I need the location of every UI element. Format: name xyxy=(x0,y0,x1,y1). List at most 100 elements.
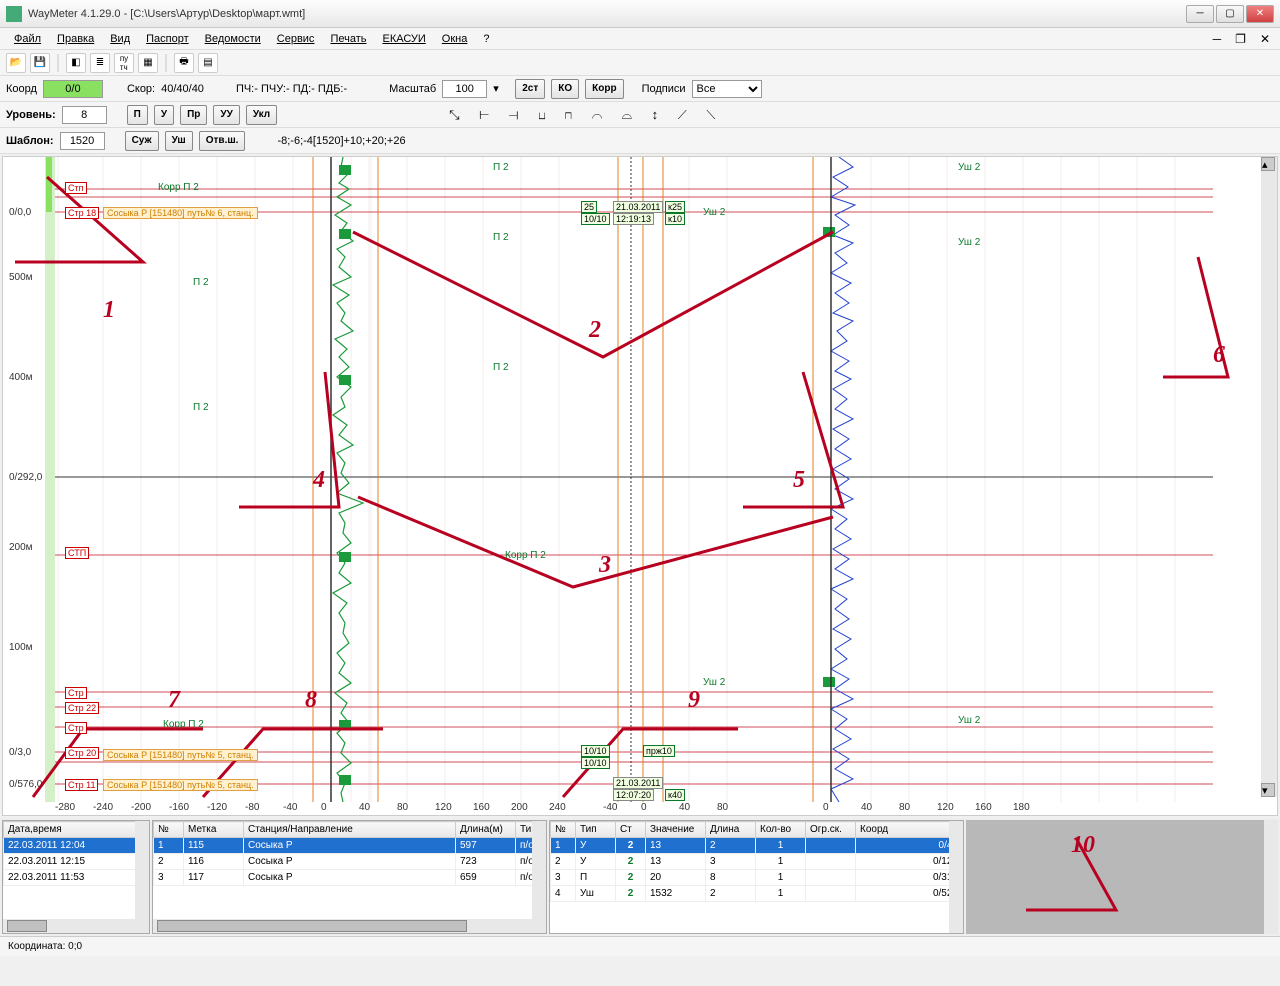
menu-edit[interactable]: Правка xyxy=(49,31,102,47)
tool-icon-7[interactable]: 🖶 xyxy=(174,53,194,73)
btn-uu[interactable]: УУ xyxy=(213,105,239,125)
chart-vscroll[interactable]: ▴ ▾ xyxy=(1261,157,1277,797)
annot-3: 3 xyxy=(599,552,611,579)
table-defects[interactable]: № Тип Ст Значение Длина Кол-во Огр.ск. К… xyxy=(549,820,964,934)
chart-svg xyxy=(3,157,1233,816)
level-input[interactable] xyxy=(62,106,107,124)
col-datetime[interactable]: Дата,время xyxy=(4,822,149,838)
route-label-2: Сосыка Р [151480] путь№ 5, станц. xyxy=(103,749,258,761)
col-n[interactable]: № xyxy=(154,822,184,838)
col-r-st[interactable]: Ст xyxy=(616,822,646,838)
table-row[interactable]: 22.03.2011 12:04 xyxy=(4,838,149,854)
table-datetime-hscroll[interactable] xyxy=(3,919,135,933)
mdi-restore[interactable]: ❐ xyxy=(1231,32,1250,46)
x-tick-4: -120 xyxy=(207,802,227,813)
btn-otv[interactable]: Отв.ш. xyxy=(199,131,246,151)
x-tick-2: -200 xyxy=(131,802,151,813)
table-datetime[interactable]: Дата,время 22.03.2011 12:0422.03.2011 12… xyxy=(2,820,150,934)
menu-windows[interactable]: Окна xyxy=(434,31,476,47)
menu-service[interactable]: Сервис xyxy=(269,31,323,47)
table-row[interactable]: 1У213210/48 xyxy=(551,838,963,854)
table-row[interactable]: 1115Сосыка Р597п/о xyxy=(154,838,546,854)
col-r-lim[interactable]: Огр.ск. xyxy=(806,822,856,838)
save-icon[interactable]: 💾 xyxy=(30,53,50,73)
menu-print[interactable]: Печать xyxy=(322,31,374,47)
table-datetime-vscroll[interactable] xyxy=(135,821,149,933)
y-tick-0: 0/0,0 xyxy=(9,207,31,218)
btn-ush[interactable]: Уш xyxy=(165,131,193,151)
chart-area[interactable]: 0/0,0 500м 400м 0/292,0 200м 100м 0/3,0 … xyxy=(2,156,1278,816)
tool-icon-6[interactable]: ▦ xyxy=(138,53,158,73)
btn-suzh[interactable]: Суж xyxy=(125,131,159,151)
col-station[interactable]: Станция/Направление xyxy=(244,822,456,838)
x-tick-18: 0 xyxy=(823,802,829,813)
minimize-button[interactable]: ─ xyxy=(1186,5,1214,23)
table-row[interactable]: 4Уш21532210/529 xyxy=(551,886,963,902)
table-row[interactable]: 3П220810/318 xyxy=(551,870,963,886)
col-r-coord[interactable]: Коорд xyxy=(856,822,963,838)
scale-input[interactable] xyxy=(442,80,487,98)
col-r-cnt[interactable]: Кол-во xyxy=(756,822,806,838)
scale-label: Масштаб xyxy=(389,83,436,95)
tool-icon-3[interactable]: ◧ xyxy=(66,53,86,73)
col-r-val[interactable]: Значение xyxy=(646,822,706,838)
btn-u[interactable]: У xyxy=(154,105,174,125)
y-tick-3: 0/292,0 xyxy=(9,472,42,483)
btn-ko[interactable]: КО xyxy=(551,79,579,99)
open-icon[interactable]: 📂 xyxy=(6,53,26,73)
mdi-controls: ─ ❐ ✕ xyxy=(1209,32,1274,46)
y-tick-7: 0/576,0 xyxy=(9,779,42,790)
col-length[interactable]: Длина(м) xyxy=(456,822,516,838)
x-tick-1: -240 xyxy=(93,802,113,813)
table-row[interactable]: 2У213310/125 xyxy=(551,854,963,870)
btn-ukl[interactable]: Укл xyxy=(246,105,277,125)
mdi-close[interactable]: ✕ xyxy=(1256,32,1274,46)
btn-p[interactable]: П xyxy=(127,105,148,125)
p2-label-d: П 2 xyxy=(493,362,509,373)
template-label: Шаблон: xyxy=(6,135,54,147)
mdi-minimize[interactable]: ─ xyxy=(1209,32,1226,46)
close-button[interactable]: ✕ xyxy=(1246,5,1274,23)
y-tick-6: 0/3,0 xyxy=(9,747,31,758)
template-input[interactable] xyxy=(60,132,105,150)
btn-pr[interactable]: Пр xyxy=(180,105,207,125)
col-r-n[interactable]: № xyxy=(551,822,576,838)
table-row[interactable]: 22.03.2011 11:53 xyxy=(4,870,149,886)
table-marks[interactable]: № Метка Станция/Направление Длина(м) Ти … xyxy=(152,820,547,934)
ush2-b: Уш 2 xyxy=(703,207,725,218)
y-tick-5: 100м xyxy=(9,642,33,653)
bottom-panel: Дата,время 22.03.2011 12:0422.03.2011 12… xyxy=(0,818,1280,936)
menu-ekasui[interactable]: ЕКАСУИ xyxy=(374,31,433,47)
table-row[interactable]: 22.03.2011 12:15 xyxy=(4,854,149,870)
time1-time: 12:19:13 xyxy=(613,213,654,225)
level-label: Уровень: xyxy=(6,109,56,121)
maximize-button[interactable]: ▢ xyxy=(1216,5,1244,23)
table-defects-vscroll[interactable] xyxy=(949,821,963,933)
col-r-len[interactable]: Длина xyxy=(706,822,756,838)
btn-korr[interactable]: Корр xyxy=(585,79,623,99)
tool-icon-5[interactable]: путч xyxy=(114,53,134,73)
table-marks-hscroll[interactable] xyxy=(153,919,532,933)
koord-input[interactable] xyxy=(43,80,103,98)
col-r-type[interactable]: Тип xyxy=(576,822,616,838)
table-row[interactable]: 2116Сосыка Р723п/о xyxy=(154,854,546,870)
empty-panel-vscroll[interactable] xyxy=(1264,820,1278,934)
menu-passport[interactable]: Паспорт xyxy=(138,31,197,47)
btn-2st[interactable]: 2ст xyxy=(515,79,545,99)
stp-label-0: Стп xyxy=(65,182,87,194)
menu-view[interactable]: Вид xyxy=(102,31,138,47)
p2-label-c: П 2 xyxy=(193,277,209,288)
menu-file[interactable]: Файл xyxy=(6,31,49,47)
tool-icon-4[interactable]: ≣ xyxy=(90,53,110,73)
table-row[interactable]: 3117Сосыка Р659п/о xyxy=(154,870,546,886)
menu-statements[interactable]: Ведомости xyxy=(197,31,269,47)
menu-help[interactable]: ? xyxy=(475,31,497,47)
mark-k40: к40 xyxy=(665,789,685,801)
x-tick-19: 40 xyxy=(861,802,872,813)
mark-k25: к25 xyxy=(665,201,685,213)
tool-icon-8[interactable]: ▤ xyxy=(198,53,218,73)
korr-p2-3: Корр П 2 xyxy=(163,719,204,730)
labels-select[interactable]: Все xyxy=(692,80,762,98)
col-mark[interactable]: Метка xyxy=(184,822,244,838)
table-marks-vscroll[interactable] xyxy=(532,821,546,933)
